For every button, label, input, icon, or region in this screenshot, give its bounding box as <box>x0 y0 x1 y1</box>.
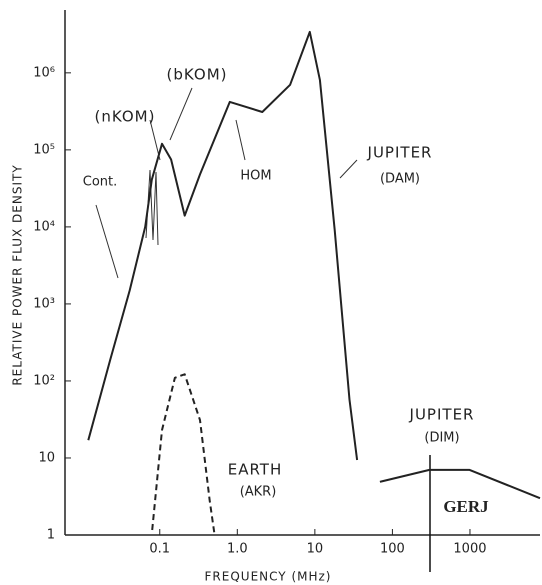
y-tick-label: 10² <box>33 373 55 388</box>
x-tick-label: 1000 <box>453 542 486 557</box>
annotation: (DIM) <box>424 431 459 446</box>
y-tick-label: 10 <box>38 450 55 465</box>
annotation: EARTH <box>228 461 283 479</box>
x-tick-label: 100 <box>380 542 405 557</box>
pointer <box>149 87 358 179</box>
x-tick-label: 10 <box>307 542 324 557</box>
annotation: JUPITER <box>367 144 433 162</box>
annotation: (bKOM) <box>167 66 228 84</box>
annotation: Cont. <box>83 175 118 190</box>
y-tick-label: 1 <box>47 528 55 543</box>
series-line <box>151 373 216 536</box>
y-tick-label: 10⁶ <box>33 65 55 80</box>
annotation: (nKOM) <box>95 108 156 126</box>
annotation: GERJ <box>443 497 489 516</box>
y-axis-label: RELATIVE POWER FLUX DENSITY <box>11 164 25 385</box>
annotation: (DAM) <box>380 172 420 187</box>
y-tick-label: 10³ <box>33 296 55 311</box>
x-axis-label: FREQUENCY (MHz) <box>205 570 332 584</box>
x-tick-label: 1.0 <box>227 542 248 557</box>
annotation: HOM <box>240 169 271 184</box>
series-line <box>379 468 541 500</box>
annotation-line <box>95 169 159 279</box>
series-line <box>87 30 359 461</box>
y-tick-label: 10⁵ <box>33 142 55 157</box>
annotation: (AKR) <box>240 485 277 500</box>
x-tick-label: 0.1 <box>149 542 170 557</box>
annotation: JUPITER <box>409 406 475 424</box>
y-tick-label: 10⁴ <box>33 219 55 234</box>
